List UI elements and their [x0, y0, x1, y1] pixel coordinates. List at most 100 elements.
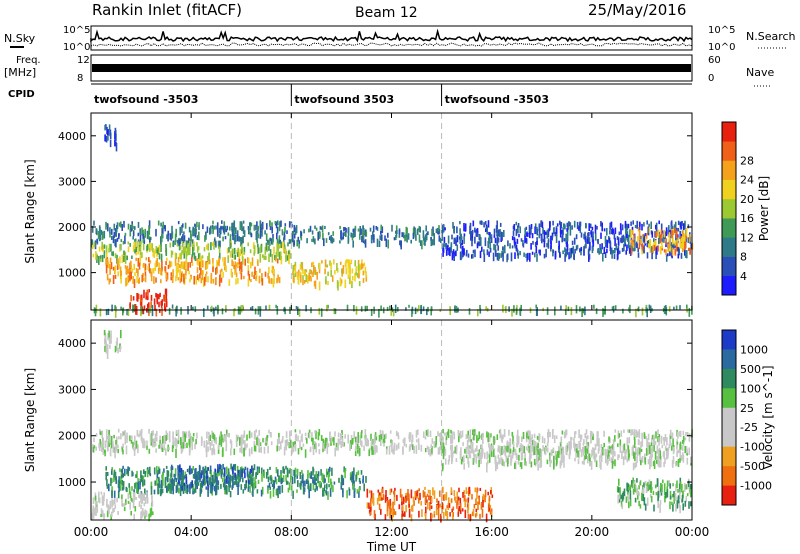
range-cell — [425, 448, 427, 453]
range-cell — [148, 257, 150, 263]
range-cell — [501, 232, 503, 241]
range-cell — [368, 505, 370, 509]
range-cell — [251, 448, 253, 455]
range-cell — [228, 477, 231, 483]
range-cell — [219, 252, 221, 259]
range-cell — [631, 226, 634, 232]
range-cell — [563, 455, 565, 463]
range-cell — [401, 510, 404, 517]
range-cell — [349, 271, 351, 278]
range-cell — [385, 238, 388, 248]
range-cell — [641, 307, 644, 316]
range-cell — [240, 267, 243, 273]
range-cell — [170, 469, 173, 478]
range-cell — [235, 434, 238, 443]
range-cell — [258, 445, 260, 452]
range-cell — [495, 463, 497, 472]
range-cell — [132, 446, 135, 451]
range-cell — [425, 506, 427, 515]
range-cell — [296, 239, 298, 247]
range-cell — [600, 448, 603, 454]
range-cell — [261, 278, 264, 286]
range-cell — [223, 221, 226, 230]
range-cell — [168, 260, 171, 267]
range-cell — [160, 304, 163, 308]
range-cell — [200, 488, 202, 494]
range-cell — [283, 237, 285, 244]
range-cell — [341, 437, 344, 447]
range-cell — [234, 237, 236, 245]
range-cell — [140, 504, 142, 510]
range-cell — [191, 239, 194, 244]
range-cell — [185, 251, 188, 260]
range-cell — [453, 431, 455, 436]
colorbar-tick-label: 16 — [740, 212, 754, 225]
range-cell — [247, 226, 250, 231]
range-cell — [160, 279, 162, 284]
range-cell — [137, 293, 140, 300]
range-cell — [106, 350, 109, 359]
range-cell — [162, 478, 164, 486]
range-cell — [98, 491, 100, 499]
range-cell — [458, 433, 460, 443]
range-cell — [120, 276, 122, 284]
range-cell — [488, 235, 491, 244]
nsky-trace — [90, 28, 693, 43]
range-cell — [137, 481, 140, 491]
range-cell — [412, 228, 415, 236]
range-cell — [207, 480, 209, 486]
range-cell — [279, 239, 281, 248]
range-cell — [277, 469, 279, 477]
range-cell — [657, 245, 659, 252]
range-cell — [93, 445, 96, 449]
range-cell — [401, 494, 403, 503]
range-cell — [190, 481, 192, 489]
range-cell — [225, 228, 228, 233]
range-cell — [177, 277, 180, 281]
range-cell — [293, 240, 295, 246]
range-cell — [595, 453, 598, 458]
range-cell — [671, 253, 673, 259]
range-cell — [117, 479, 120, 488]
range-cell — [115, 239, 117, 248]
range-cell — [537, 449, 539, 455]
range-cell — [563, 463, 565, 468]
range-cell — [686, 250, 688, 259]
range-cell — [344, 470, 346, 479]
range-cell — [475, 456, 478, 464]
range-cell — [277, 245, 279, 251]
range-cell — [322, 490, 324, 497]
range-cell — [201, 275, 204, 281]
range-cell — [588, 254, 591, 260]
range-cell — [311, 238, 313, 242]
range-cell — [653, 460, 656, 469]
range-cell — [458, 487, 460, 493]
range-cell — [202, 479, 204, 486]
range-cell — [494, 244, 497, 253]
range-cell — [357, 449, 359, 454]
range-cell — [271, 237, 274, 245]
range-cell — [505, 445, 507, 453]
range-cell — [233, 235, 235, 241]
range-cell — [352, 475, 355, 481]
range-cell — [199, 475, 201, 483]
range-cell — [356, 489, 359, 494]
colorbar-tick-label: -100 — [740, 441, 765, 454]
range-cell — [330, 262, 332, 270]
range-cell — [129, 229, 132, 237]
range-cell — [135, 257, 137, 262]
range-cell — [580, 449, 583, 458]
range-cell — [221, 268, 223, 272]
range-cell — [265, 255, 267, 260]
range-cell — [297, 306, 299, 315]
range-cell — [333, 259, 335, 265]
range-cell — [405, 504, 407, 513]
range-cell — [414, 492, 416, 498]
range-cell — [471, 494, 473, 500]
range-cell — [516, 439, 519, 448]
range-cell — [332, 238, 335, 243]
range-cell — [122, 431, 125, 436]
range-cell — [411, 439, 413, 448]
range-cell — [467, 462, 470, 468]
